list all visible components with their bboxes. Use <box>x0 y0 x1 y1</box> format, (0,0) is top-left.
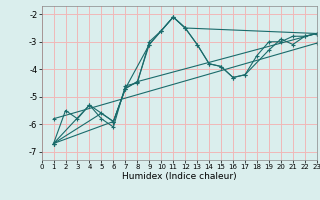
X-axis label: Humidex (Indice chaleur): Humidex (Indice chaleur) <box>122 172 236 181</box>
